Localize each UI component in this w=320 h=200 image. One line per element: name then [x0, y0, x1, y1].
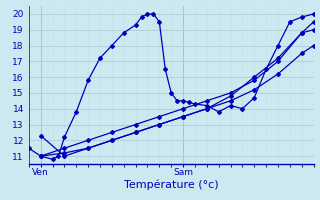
- X-axis label: Température (°c): Température (°c): [124, 180, 219, 190]
